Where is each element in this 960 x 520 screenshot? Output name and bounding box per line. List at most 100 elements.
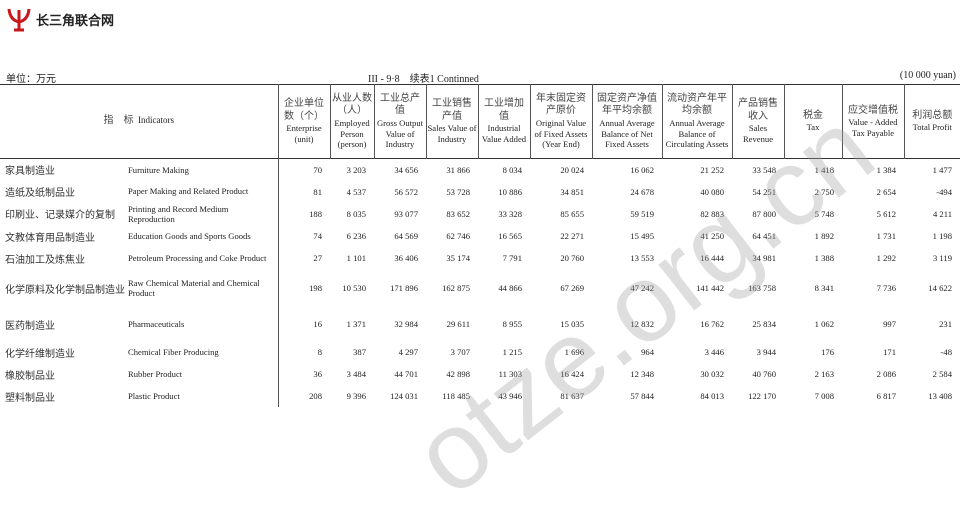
site-logo[interactable]: 长三角联合网 bbox=[6, 6, 114, 32]
unit-label: 单位：万元 bbox=[6, 74, 56, 85]
table-cell: 12 348 bbox=[630, 369, 654, 380]
table-cell: 122 170 bbox=[748, 391, 776, 402]
table-cell: 4 537 bbox=[346, 186, 366, 197]
table-cell: 1 062 bbox=[814, 319, 834, 330]
header-zh: 指 标 bbox=[103, 115, 134, 127]
header-zh: 税金 bbox=[803, 109, 823, 121]
table-cell: 32 984 bbox=[394, 319, 418, 330]
table-cell: -494 bbox=[936, 186, 952, 197]
table-cell: 54 251 bbox=[752, 186, 776, 197]
table-cell: 16 762 bbox=[700, 319, 724, 330]
table-cell: 35 174 bbox=[446, 253, 470, 264]
table-cell: 44 866 bbox=[498, 283, 522, 294]
table-cell: 62 746 bbox=[446, 231, 470, 242]
table-cell: 8 034 bbox=[502, 164, 522, 175]
table-cell: 1 384 bbox=[876, 164, 896, 175]
table-cell: 16 062 bbox=[630, 164, 654, 175]
row-label-en: Paper Making and Related Product bbox=[128, 186, 249, 197]
table-cell: 47 242 bbox=[630, 283, 654, 294]
table-cell: 25 834 bbox=[752, 319, 776, 330]
table-cell: 27 bbox=[277, 247, 330, 270]
table-cell: 141 442 bbox=[696, 283, 724, 294]
table-cell: 15 035 bbox=[560, 319, 584, 330]
table-cell: 16 565 bbox=[498, 231, 522, 242]
header-en: Enterprise (unit) bbox=[286, 123, 322, 144]
table-cell: 43 946 bbox=[498, 391, 522, 402]
table-cell: 44 701 bbox=[394, 369, 418, 380]
header-en: Original Value of Fixed Assets (Year End… bbox=[534, 117, 588, 150]
table-cell: 40 760 bbox=[752, 369, 776, 380]
table-cell: 1 198 bbox=[932, 231, 952, 242]
header-en: Sales Revenue bbox=[742, 123, 774, 144]
table-cell: 36 406 bbox=[394, 253, 418, 264]
table-cell: 13 553 bbox=[630, 253, 654, 264]
table-header: 指 标 Indicators 企业单位数（个） Enterprise (unit) 从… bbox=[0, 84, 960, 159]
table-cell: 6 236 bbox=[346, 231, 366, 242]
table-cell: 74 bbox=[277, 225, 330, 248]
header-en: Employed Person (person) bbox=[334, 117, 370, 150]
column-header: 工业销售产值 Sales Value of Industry bbox=[425, 84, 478, 159]
table-cell: 56 572 bbox=[394, 186, 418, 197]
header-en: Indicators bbox=[138, 115, 174, 126]
table-cell: 124 031 bbox=[390, 391, 418, 402]
table-cell: 1 101 bbox=[346, 253, 366, 264]
table-cell: 20 760 bbox=[560, 253, 584, 264]
table-cell: 20 024 bbox=[560, 164, 584, 175]
column-header: 应交增值税 Value - Added Tax Payable bbox=[841, 84, 904, 159]
table-cell: 5 748 bbox=[814, 208, 834, 219]
header-zh: 流动资产年平均余额 bbox=[667, 92, 727, 117]
table-cell: 997 bbox=[883, 319, 896, 330]
table-cell: 7 736 bbox=[876, 283, 896, 294]
header-en: Annual Average Balance of Net Fixed Asse… bbox=[599, 117, 655, 150]
table-cell: 1 292 bbox=[876, 253, 896, 264]
table-row: 文教体育用品制造业 Education Goods and Sports Good… bbox=[0, 225, 960, 248]
table-cell: 1 892 bbox=[814, 231, 834, 242]
table-cell: 2 086 bbox=[876, 369, 896, 380]
table-cell: 4 211 bbox=[932, 208, 952, 219]
header-en: Tax bbox=[806, 122, 820, 133]
table-cell: 3 484 bbox=[346, 369, 366, 380]
table-cell: 14 622 bbox=[928, 283, 952, 294]
row-label-zh: 造纸及纸制品业 bbox=[5, 188, 75, 199]
header-en: Total Profit bbox=[912, 122, 952, 133]
row-label-zh: 化学纤维制造业 bbox=[5, 348, 75, 360]
table-cell: 7 008 bbox=[814, 391, 834, 402]
table-cell: 162 875 bbox=[442, 283, 470, 294]
table-cell: 3 203 bbox=[346, 164, 366, 175]
table-cell: 3 707 bbox=[450, 347, 470, 358]
table-cell: 93 077 bbox=[394, 208, 418, 219]
table-cell: 171 bbox=[883, 347, 896, 358]
table-cell: 118 485 bbox=[442, 391, 470, 402]
header-en: Annual Average Balance of Circulating As… bbox=[665, 117, 729, 150]
row-label-zh: 化学原料及化学制品制造业 bbox=[5, 284, 125, 296]
table-cell: 59 519 bbox=[630, 208, 654, 219]
table-cell: 9 396 bbox=[346, 391, 366, 402]
table-cell: 81 637 bbox=[560, 391, 584, 402]
row-label-zh: 文教体育用品制造业 bbox=[5, 232, 95, 244]
table-row: 化学原料及化学制品制造业 Raw Chemical Material and Ch… bbox=[0, 269, 960, 308]
table-cell: 2 654 bbox=[876, 186, 896, 197]
table-cell: 964 bbox=[641, 347, 654, 358]
table-cell: 85 655 bbox=[560, 208, 584, 219]
row-label-zh: 家具制造业 bbox=[5, 166, 55, 178]
table-cell: 15 495 bbox=[630, 231, 654, 242]
table-cell: 41 250 bbox=[700, 231, 724, 242]
row-label-en: Furniture Making bbox=[128, 164, 189, 175]
statistics-table: 指 标 Indicators 企业单位数（个） Enterprise (unit) 从… bbox=[0, 84, 960, 408]
row-label-en: Petroleum Processing and Coke Product bbox=[128, 252, 267, 263]
table-cell: 29 611 bbox=[446, 319, 470, 330]
row-label-en: Chemical Fiber Producing bbox=[128, 346, 219, 357]
header-zh: 产品销售收入 bbox=[738, 98, 778, 122]
row-label-zh: 医药制造业 bbox=[5, 320, 55, 332]
table-cell: 8 bbox=[277, 341, 330, 364]
table-cell: 1 215 bbox=[502, 347, 522, 358]
table-cell: 1 371 bbox=[346, 319, 366, 330]
table-cell: 34 656 bbox=[394, 164, 418, 175]
header-zh: 工业增加值 bbox=[484, 98, 524, 122]
header-zh: 应交增值税 bbox=[848, 104, 898, 116]
table-cell: 34 851 bbox=[560, 186, 584, 197]
header-zh: 工业总产值 bbox=[380, 92, 420, 117]
table-cell: 40 080 bbox=[700, 186, 724, 197]
column-header: 工业增加值 Industrial Value Added bbox=[477, 84, 530, 159]
table-cell: 1 477 bbox=[932, 164, 952, 175]
